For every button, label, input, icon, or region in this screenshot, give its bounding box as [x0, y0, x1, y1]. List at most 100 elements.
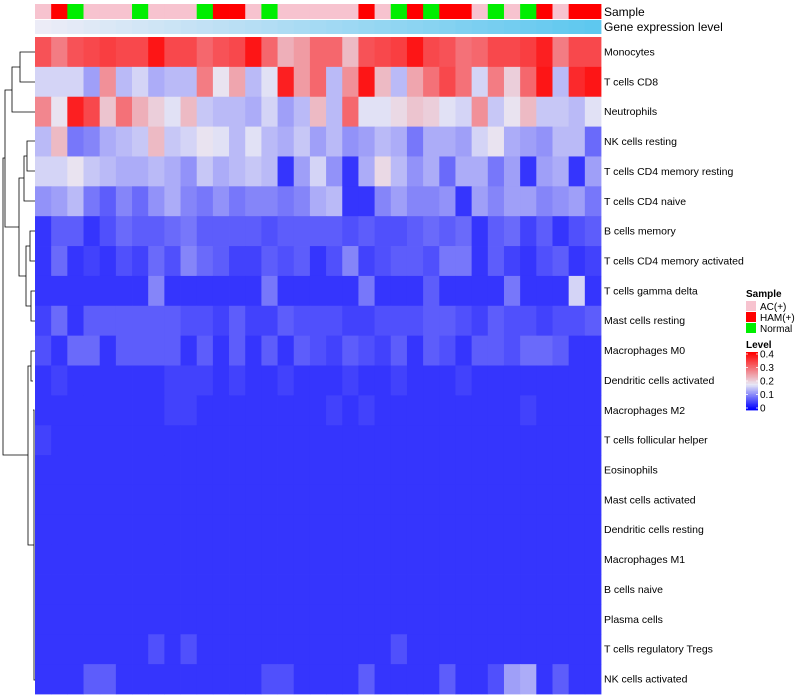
- heatmap-cell: [390, 425, 408, 456]
- heatmap-cell: [358, 186, 375, 217]
- heatmap-cell: [196, 484, 214, 516]
- heatmap-cell: [406, 275, 424, 307]
- heatmap-cell: [423, 634, 440, 665]
- expression-track-cell: [261, 20, 278, 34]
- heatmap-cell: [568, 156, 586, 187]
- heatmap-cell: [584, 126, 602, 157]
- heatmap-cell: [358, 275, 375, 307]
- heatmap-cell: [245, 335, 262, 366]
- heatmap-cell: [536, 246, 553, 277]
- heatmap-cell: [83, 455, 101, 486]
- heatmap-cell: [51, 37, 68, 68]
- heatmap-cell: [35, 96, 52, 127]
- heatmap-cell: [390, 544, 408, 575]
- heatmap-cell: [423, 126, 440, 157]
- heatmap-cell: [35, 37, 52, 68]
- heatmap-cell: [196, 634, 214, 665]
- heatmap-cell: [277, 425, 295, 456]
- heatmap-cell: [212, 455, 230, 486]
- heatmap-cell: [277, 305, 295, 337]
- heatmap-cell: [132, 275, 149, 307]
- heatmap-cell: [406, 634, 424, 665]
- heatmap-cell: [196, 664, 214, 695]
- level-legend-gradient-step: [746, 369, 758, 372]
- heatmap-cell: [423, 216, 440, 247]
- sample-track-cell: [115, 4, 133, 19]
- heatmap-cell: [293, 275, 311, 307]
- heatmap-cell: [293, 96, 311, 127]
- heatmap-cell: [261, 484, 278, 516]
- heatmap-cell: [503, 544, 521, 575]
- heatmap-cell: [164, 574, 181, 605]
- heatmap-cell: [196, 574, 214, 605]
- heatmap-cell: [423, 96, 440, 127]
- heatmap-cell: [487, 216, 505, 247]
- heatmap-cell: [423, 275, 440, 307]
- heatmap-cell: [180, 484, 198, 516]
- expression-track-cell: [148, 20, 165, 34]
- row-label: T cells CD8: [604, 76, 658, 88]
- heatmap-cell: [584, 335, 602, 366]
- heatmap-cell: [439, 395, 456, 426]
- heatmap-cell: [552, 66, 570, 98]
- heatmap-cell: [439, 275, 456, 307]
- heatmap-cell: [374, 604, 392, 635]
- heatmap-cell: [487, 96, 505, 127]
- heatmap-cell: [520, 664, 537, 695]
- heatmap-cell: [67, 216, 84, 247]
- heatmap-cell: [132, 484, 149, 516]
- heatmap-cell: [212, 37, 230, 68]
- heatmap-cell: [293, 425, 311, 456]
- heatmap-cell: [536, 37, 553, 68]
- heatmap-cell: [293, 216, 311, 247]
- heatmap-cell: [309, 216, 327, 247]
- sample-track-cell: [487, 4, 505, 19]
- heatmap-cell: [406, 604, 424, 635]
- heatmap-cell: [196, 216, 214, 247]
- heatmap-cell: [503, 335, 521, 366]
- heatmap-cell: [568, 544, 586, 575]
- heatmap-cell: [164, 216, 181, 247]
- heatmap-cell: [229, 335, 246, 366]
- heatmap-cell: [584, 634, 602, 665]
- heatmap-cell: [212, 156, 230, 187]
- heatmap-cell: [503, 216, 521, 247]
- heatmap-cell: [568, 514, 586, 546]
- heatmap-cell: [229, 365, 246, 396]
- heatmap-cell: [471, 634, 489, 665]
- heatmap-cell: [503, 305, 521, 337]
- expression-track-cell: [309, 20, 327, 34]
- heatmap-cell: [584, 66, 602, 98]
- heatmap-cell: [342, 484, 359, 516]
- heatmap-cell: [455, 664, 473, 695]
- heatmap-cell: [115, 96, 133, 127]
- heatmap-cell: [503, 96, 521, 127]
- heatmap-cell: [455, 96, 473, 127]
- heatmap-cell: [406, 425, 424, 456]
- level-legend-gradient-step: [746, 367, 758, 370]
- heatmap-cell: [455, 335, 473, 366]
- heatmap-cell: [212, 305, 230, 337]
- level-legend-gradient-step: [746, 392, 758, 395]
- expression-track-cell: [164, 20, 181, 34]
- heatmap-cell: [552, 514, 570, 546]
- heatmap-cell: [439, 634, 456, 665]
- heatmap-cell: [164, 395, 181, 426]
- heatmap-cell: [374, 425, 392, 456]
- level-legend-tick-label: 0.2: [760, 377, 774, 388]
- heatmap-cell: [487, 186, 505, 217]
- heatmap-cell: [164, 126, 181, 157]
- heatmap-cell: [326, 275, 343, 307]
- expression-track-cell: [326, 20, 343, 34]
- heatmap-cell: [148, 455, 165, 486]
- heatmap-cell: [358, 664, 375, 695]
- sample-track-cell: [455, 4, 473, 19]
- heatmap-cell: [552, 126, 570, 157]
- heatmap-cell: [99, 186, 117, 217]
- heatmap-cell: [196, 365, 214, 396]
- row-label: Monocytes: [604, 46, 655, 58]
- heatmap-cell: [552, 275, 570, 307]
- row-label: Macrophages M0: [604, 345, 685, 357]
- level-legend-gradient-step: [746, 378, 758, 380]
